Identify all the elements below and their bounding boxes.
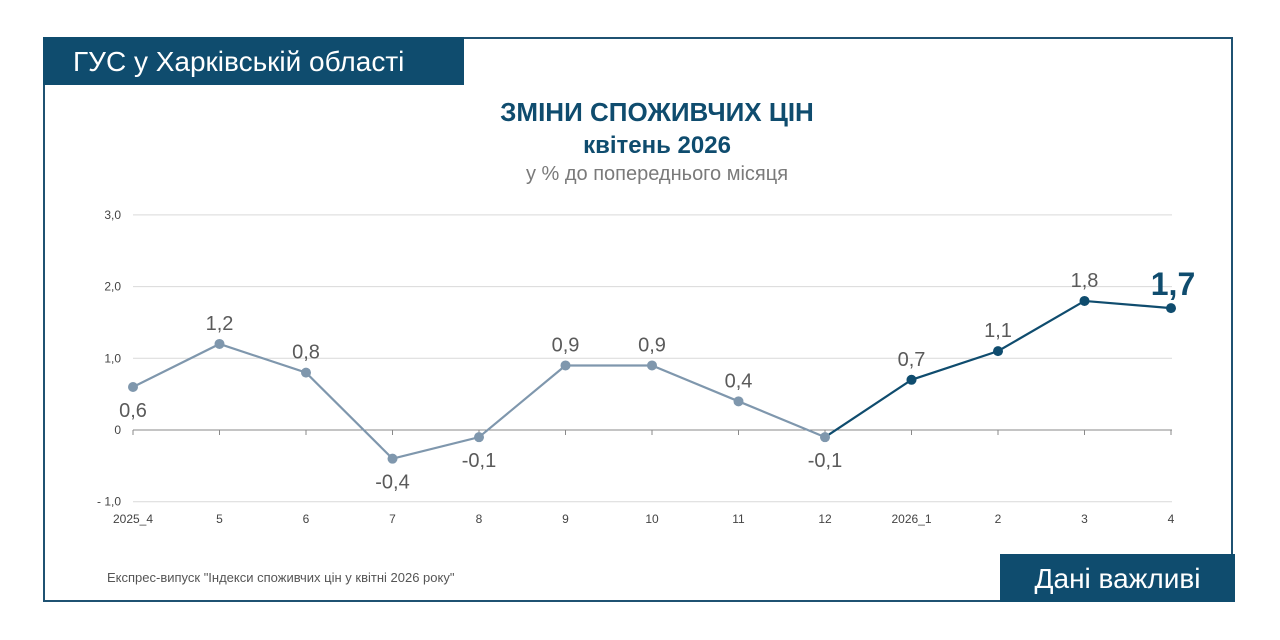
data-label-latest: 1,7 <box>1151 266 1195 302</box>
y-tick-label: 2,0 <box>104 280 121 294</box>
x-tick-label: 3 <box>1081 512 1088 526</box>
x-tick-label: 5 <box>216 512 223 526</box>
data-label: 1,1 <box>984 320 1012 342</box>
series-lines <box>132 299 1172 460</box>
data-point <box>733 396 744 407</box>
y-tick-label: 0 <box>114 423 121 437</box>
data-point <box>1079 295 1090 306</box>
x-tick-label: 8 <box>476 512 483 526</box>
data-point <box>993 346 1003 357</box>
x-tick-label: 6 <box>303 512 310 526</box>
data-point <box>214 338 225 349</box>
y-tick-label: 1,0 <box>104 351 121 365</box>
source-note: Експрес-випуск "Індекси споживчих цін у … <box>107 570 455 585</box>
data-point <box>128 381 138 392</box>
data-point <box>647 360 657 371</box>
x-tick-label: 7 <box>389 512 396 526</box>
chart-period: квітень 2026 <box>583 132 731 159</box>
data-point <box>474 432 484 443</box>
data-label: 0,6 <box>119 400 147 422</box>
data-labels: 0,6 1,2 0,8 -0,4 -0,1 0,9 0,9 0,4 -0,1 0,7 1,1 1,8 1… <box>119 266 1195 494</box>
y-tick-label: 3,0 <box>104 208 121 222</box>
x-tick-label: 11 <box>732 512 745 526</box>
data-label: 0,9 <box>638 334 666 356</box>
data-point <box>1166 303 1176 314</box>
data-label: 1,2 <box>206 313 234 335</box>
grid-lines <box>133 214 1172 503</box>
data-label: 0,7 <box>898 349 926 371</box>
x-tick-label: 10 <box>645 512 659 526</box>
data-point <box>301 367 311 378</box>
axes: 3,0 2,0 1,0 0 - 1,0 2025_4 5 6 7 8 9 10 11 12 2026_1 2 3… <box>97 208 1175 526</box>
data-point <box>820 432 830 443</box>
data-label: 0,8 <box>292 342 320 364</box>
x-tick-label: 2 <box>995 512 1002 526</box>
data-label: 1,8 <box>1071 270 1099 292</box>
data-point <box>906 374 917 385</box>
x-tick-label: 12 <box>818 512 832 526</box>
chart-unit-note: у % до попереднього місяця <box>525 163 789 185</box>
data-important-badge: Дані важливі <box>1000 554 1235 602</box>
data-point <box>387 453 398 464</box>
data-label: 0,4 <box>725 370 753 392</box>
data-label: -0,1 <box>462 450 496 472</box>
data-label: -0,4 <box>375 472 409 494</box>
data-label: 0,9 <box>552 334 580 356</box>
chart-frame <box>43 37 1233 602</box>
data-points <box>128 295 1176 464</box>
organization-banner: ГУС у Харківській області <box>43 37 464 85</box>
x-tick-label: 2026_1 <box>891 512 931 526</box>
x-tick-label: 2025_4 <box>113 512 153 526</box>
y-tick-label: - 1,0 <box>97 495 121 509</box>
data-label: -0,1 <box>808 450 842 472</box>
x-tick-label: 9 <box>562 512 569 526</box>
data-point <box>560 360 571 371</box>
x-tick-label: 4 <box>1168 512 1175 526</box>
chart-title: ЗМІНИ СПОЖИВЧИХ ЦІН <box>500 97 814 127</box>
